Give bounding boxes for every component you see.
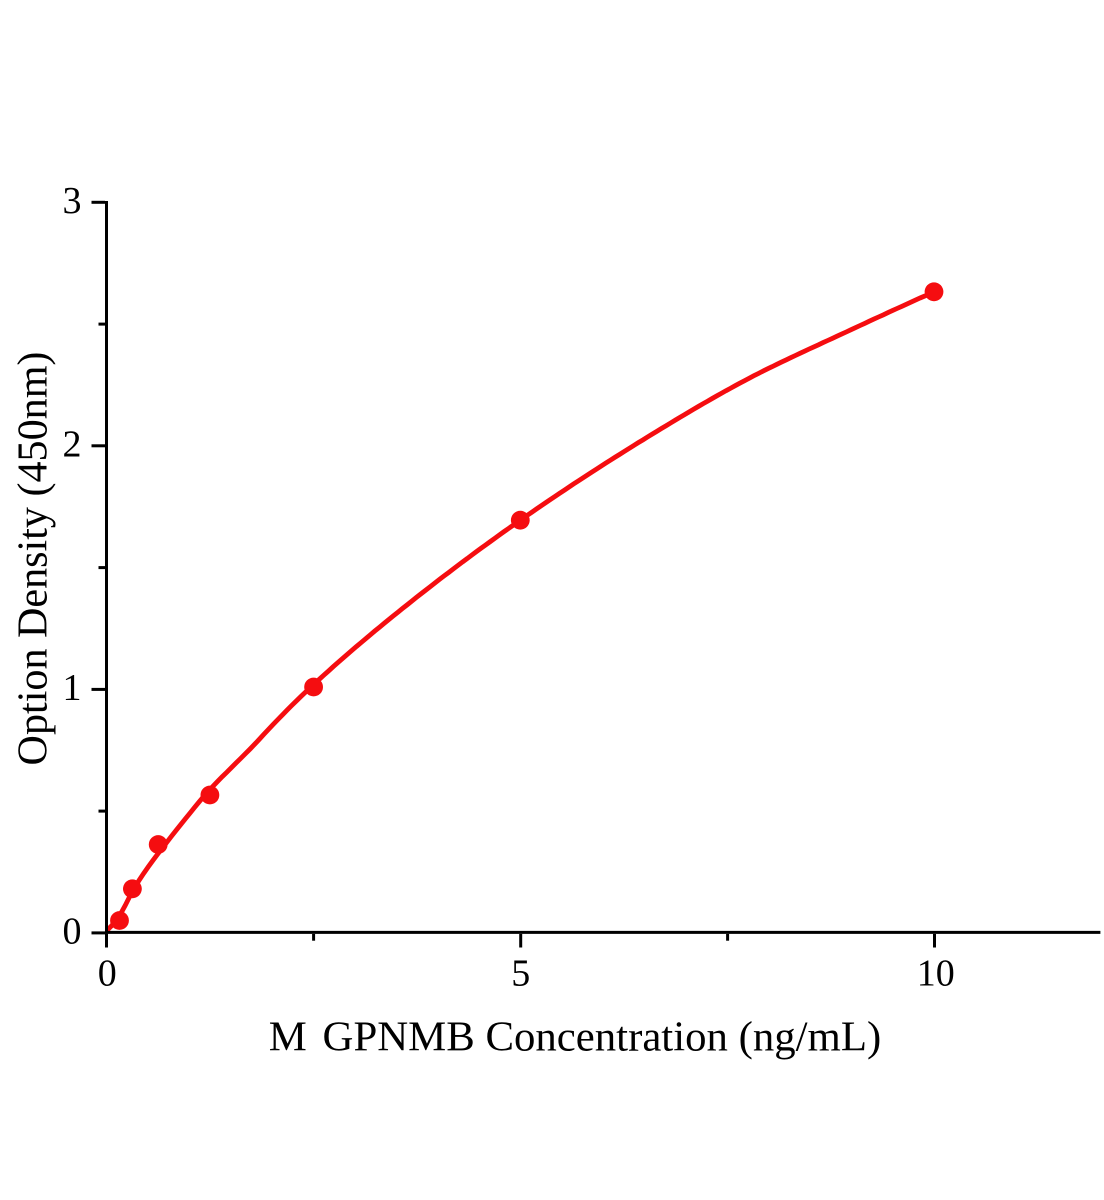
svg-text:10: 10 (917, 953, 955, 995)
svg-text:0: 0 (98, 953, 117, 995)
svg-text:0: 0 (63, 910, 82, 952)
svg-text:Option Density (450nm): Option Density (450nm) (10, 352, 57, 766)
svg-text:M GPNMB Concentration (ng/mL): M GPNMB Concentration (ng/mL) (269, 1014, 881, 1061)
svg-text:2: 2 (63, 423, 82, 465)
svg-text:3: 3 (63, 180, 82, 222)
svg-text:5: 5 (511, 953, 530, 995)
svg-text:1: 1 (63, 667, 82, 709)
